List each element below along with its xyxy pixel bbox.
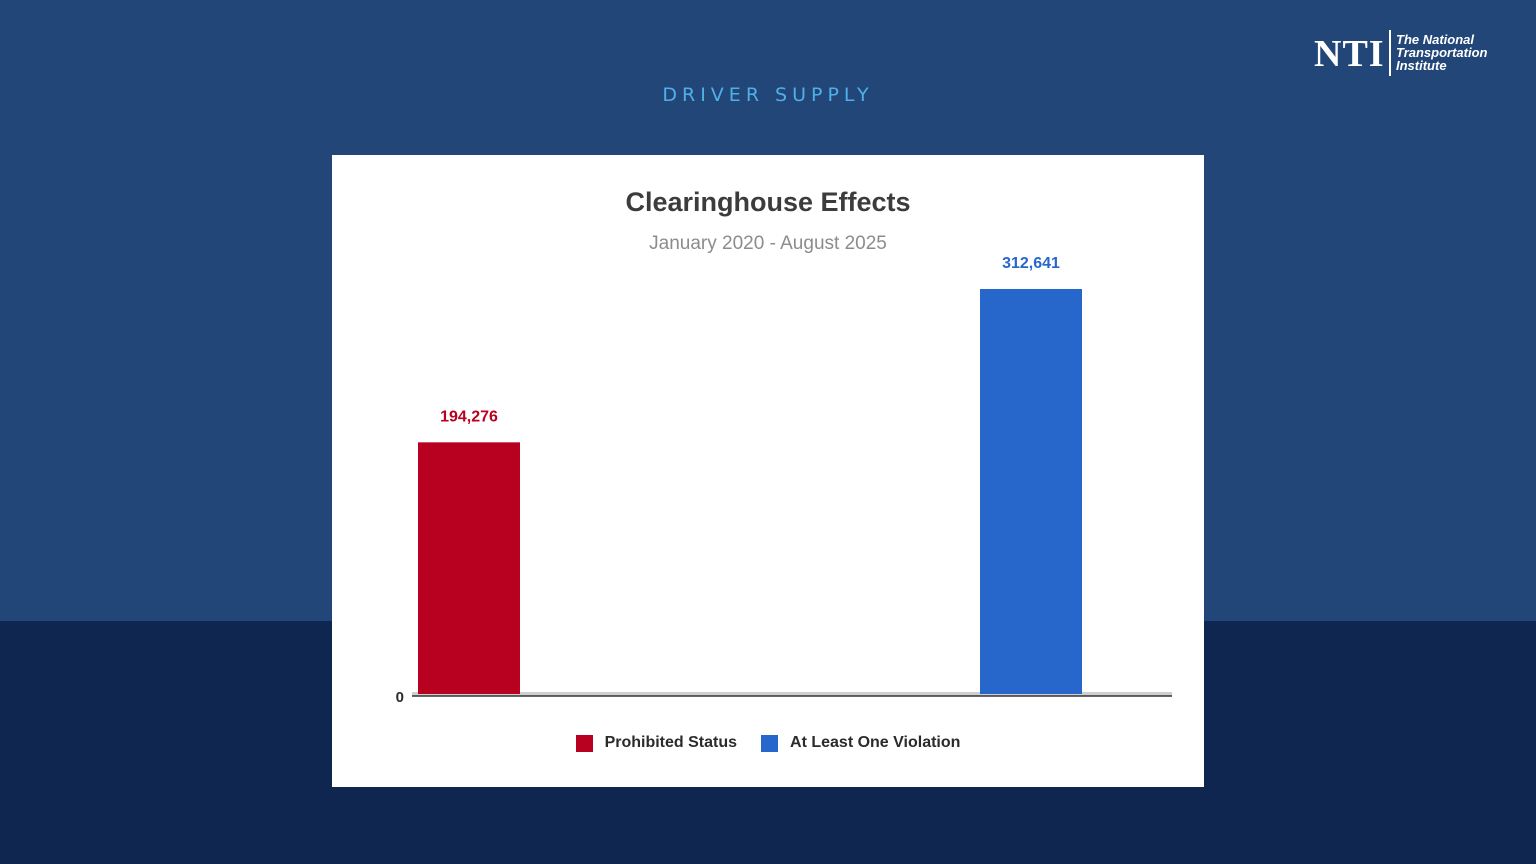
- logo-text: The National Transportation Institute: [1396, 33, 1516, 72]
- legend-label-at-least-one-violation: At Least One Violation: [790, 734, 961, 751]
- legend-item-prohibited-status[interactable]: Prohibited Status: [575, 734, 738, 752]
- logo-divider: [1389, 30, 1391, 76]
- logo-line-1: The National: [1396, 32, 1475, 47]
- legend-swatch-at-least-one-violation: [761, 734, 779, 752]
- y-tick-label: 0: [396, 689, 404, 706]
- logo-mark: NTI: [1314, 33, 1385, 75]
- bar-chart: 0 194,276 312,641: [396, 255, 1172, 706]
- chart-title: Clearinghouse Effects: [625, 187, 911, 217]
- chart-legend: Prohibited Status At Least One Violation: [332, 734, 1204, 752]
- chart-card: Clearinghouse Effects January 2020 - Aug…: [332, 155, 1204, 787]
- chart-subtitle: January 2020 - August 2025: [649, 233, 887, 254]
- legend-label-prohibited-status: Prohibited Status: [604, 734, 738, 751]
- data-label-prohibited-status: 194,276: [440, 408, 498, 425]
- logo-line-3: Institute: [1396, 58, 1447, 73]
- logo-line-2: Transportation: [1396, 45, 1488, 60]
- legend-item-at-least-one-violation[interactable]: At Least One Violation: [761, 734, 960, 752]
- nti-logo: NTI The National Transportation Institut…: [1314, 30, 1514, 78]
- legend-swatch-prohibited-status: [575, 734, 593, 752]
- bar-at-least-one-violation: [980, 289, 1082, 694]
- data-label-at-least-one-violation: 312,641: [1002, 255, 1060, 272]
- bar-prohibited-status: [418, 442, 520, 694]
- x-axis-baseline-shadow: [412, 692, 1172, 696]
- section-label: DRIVER SUPPLY: [662, 84, 874, 106]
